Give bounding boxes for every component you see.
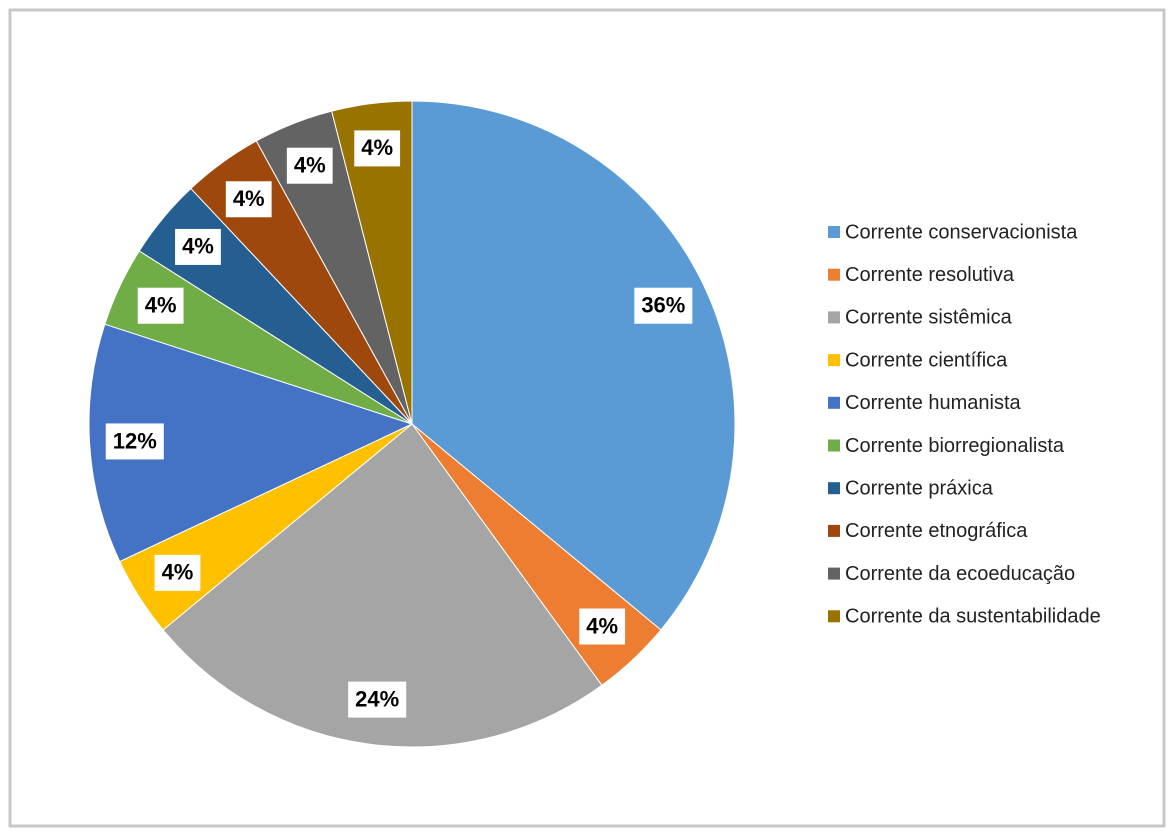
legend-swatch	[828, 354, 840, 367]
data-label-box	[175, 228, 221, 265]
legend-label: Corrente etnográfica	[845, 520, 1028, 542]
pie-slice	[411, 100, 736, 631]
legend-swatch	[828, 396, 840, 409]
data-label: 4%	[361, 135, 393, 160]
legend-swatch	[828, 610, 840, 623]
legend-label: Corrente científica	[845, 349, 1008, 371]
data-label-box	[154, 554, 201, 591]
data-label: 4%	[145, 293, 177, 318]
legend-label: Corrente biorregionalista	[845, 435, 1065, 457]
data-label: 4%	[182, 234, 214, 259]
data-label-box	[105, 423, 164, 460]
pie-slice	[88, 323, 414, 563]
legend-swatch	[828, 226, 840, 238]
data-label: 4%	[586, 613, 618, 638]
legend-label: Corrente conservacionista	[845, 221, 1078, 243]
legend-label: Corrente humanista	[845, 392, 1022, 414]
data-label-box	[579, 608, 626, 645]
legend-label: Corrente da sustentabilidade	[845, 606, 1101, 628]
data-label: 4%	[162, 560, 194, 585]
data-label-box	[634, 287, 693, 324]
data-label-box	[354, 130, 401, 167]
data-label-box	[286, 147, 333, 184]
data-label: 12%	[113, 428, 157, 453]
legend-swatch	[828, 567, 840, 580]
legend-label: Corrente práxica	[845, 477, 994, 499]
legend-label: Corrente da ecoeducação	[845, 563, 1075, 585]
data-label-box	[137, 287, 184, 324]
pie-slice	[331, 100, 413, 425]
legend-swatch	[828, 439, 840, 452]
pie-slice	[162, 423, 603, 748]
data-label-box	[348, 681, 407, 718]
data-label-box	[225, 181, 272, 218]
legend-label: Corrente resolutiva	[845, 264, 1015, 286]
legend-swatch	[828, 524, 840, 537]
legend-swatch	[828, 311, 840, 324]
data-label: 4%	[294, 153, 326, 178]
data-label: 4%	[233, 186, 265, 211]
legend-swatch	[828, 482, 840, 495]
data-label: 36%	[641, 293, 685, 318]
legend-label: Corrente sistêmica	[845, 307, 1013, 329]
legend-swatch	[828, 268, 840, 281]
data-label: 24%	[355, 686, 399, 711]
